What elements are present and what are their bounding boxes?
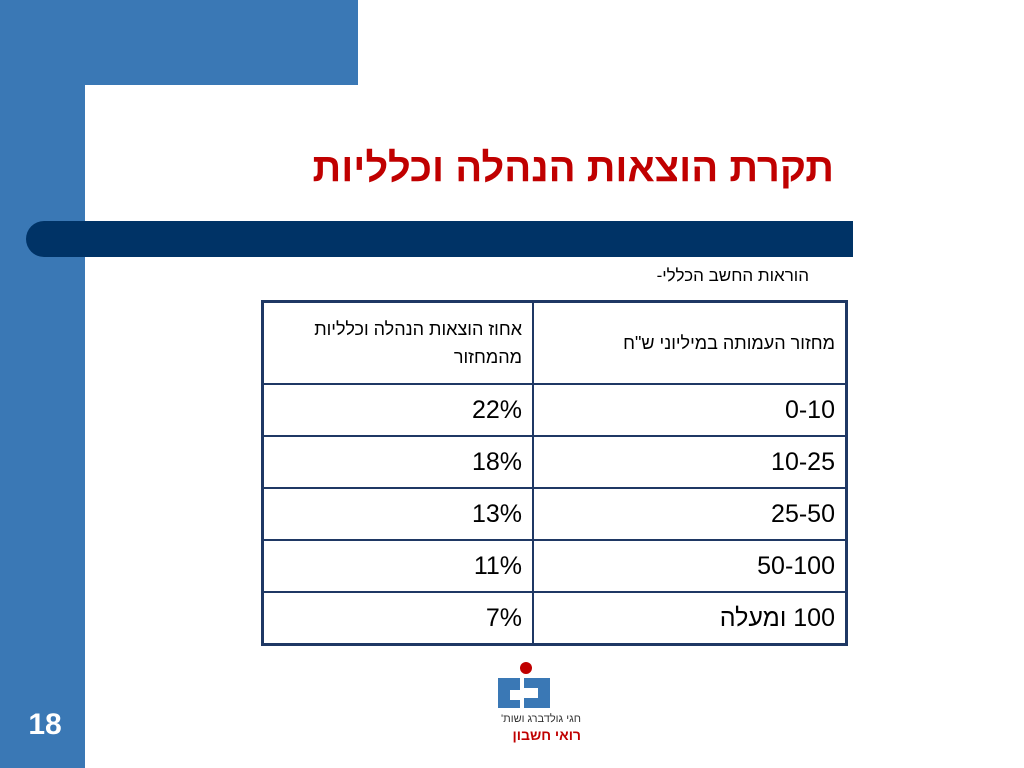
expense-cap-table: מחזור העמותה במיליוני ש"ח אחוז הוצאות הנ… — [261, 300, 848, 646]
turnover-cell: 25-50 — [532, 487, 848, 541]
percent-cell: 18% — [261, 435, 534, 489]
turnover-cell: 100 ומעלה — [532, 591, 848, 646]
table-row: 25-50 13% — [261, 487, 848, 541]
table-row: 100 ומעלה 7% — [261, 591, 848, 646]
table-row: 50-100 11% — [261, 539, 848, 593]
percent-cell: 11% — [261, 539, 534, 593]
firm-logo: חגי גולדברג ושות' רואי חשבון — [466, 660, 586, 750]
percent-cell: 13% — [261, 487, 534, 541]
header-turnover: מחזור העמותה במיליוני ש"ח — [532, 300, 848, 385]
slide-subtitle: הוראות החשב הכללי- — [656, 266, 809, 285]
title-underline-bar — [26, 221, 853, 257]
table-row: 0-10 22% — [261, 383, 848, 437]
logo-firm-tagline: רואי חשבון — [512, 727, 581, 743]
percent-cell: 22% — [261, 383, 534, 437]
logo-firm-name: חגי גולדברג ושות' — [501, 713, 581, 725]
percent-cell: 7% — [261, 591, 534, 646]
top-accent-band — [0, 0, 358, 85]
logo-mark-icon — [498, 662, 550, 708]
turnover-cell: 0-10 — [532, 383, 848, 437]
table-header-row: מחזור העמותה במיליוני ש"ח אחוז הוצאות הנ… — [261, 300, 848, 385]
header-percent: אחוז הוצאות הנהלה וכלליות מהמחזור — [261, 300, 534, 385]
left-accent-band — [0, 0, 85, 768]
slide-title: תקרת הוצאות הנהלה וכלליות — [312, 146, 834, 190]
turnover-cell: 10-25 — [532, 435, 848, 489]
slide-number: 18 — [28, 708, 62, 741]
turnover-cell: 50-100 — [532, 539, 848, 593]
table-row: 10-25 18% — [261, 435, 848, 489]
